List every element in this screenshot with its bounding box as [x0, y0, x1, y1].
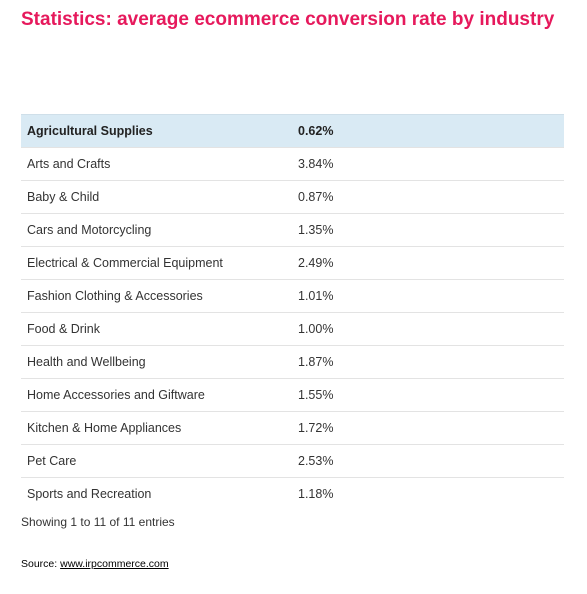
- rate-cell: 1.18%: [298, 487, 334, 502]
- source-line: Source: www.irpcommerce.com: [21, 558, 169, 570]
- industry-cell: Agricultural Supplies: [21, 114, 292, 148]
- industry-cell: Electrical & Commercial Equipment: [21, 246, 292, 280]
- table-row: Arts and Crafts 3.84%: [21, 147, 564, 181]
- rate-cell: 0.87%: [292, 180, 564, 214]
- table-row: Health and Wellbeing 1.87%: [21, 345, 564, 379]
- source-label: Source:: [21, 558, 61, 570]
- rate-cell: 1.00%: [292, 312, 564, 346]
- rate-cell: 1.72%: [292, 411, 564, 445]
- table-row: Baby & Child 0.87%: [21, 180, 564, 214]
- source-link[interactable]: www.irpcommerce.com: [60, 558, 169, 570]
- rate-cell: 1.01%: [292, 279, 564, 313]
- table-row: Agricultural Supplies 0.62%: [21, 114, 564, 148]
- table-row: Fashion Clothing & Accessories 1.01%: [21, 279, 564, 313]
- industry-cell: Cars and Motorcycling: [21, 213, 292, 247]
- page-title: Statistics: average ecommerce conversion…: [21, 9, 555, 30]
- table-row: Kitchen & Home Appliances 1.72%: [21, 411, 564, 445]
- industry-cell: Sports and Recreation: [27, 487, 152, 502]
- rate-cell: 0.62%: [292, 114, 564, 148]
- table-info: Showing 1 to 11 of 11 entries: [21, 515, 175, 529]
- industry-cell: Home Accessories and Giftware: [21, 378, 292, 412]
- table-row: Sports and Recreation 1.18%: [21, 478, 564, 511]
- industry-cell: Fashion Clothing & Accessories: [21, 279, 292, 313]
- rate-cell: 3.84%: [292, 147, 564, 181]
- conversion-rate-table: Agricultural Supplies 0.62% Arts and Cra…: [21, 114, 564, 511]
- table-row: Pet Care 2.53%: [21, 444, 564, 478]
- industry-cell: Food & Drink: [21, 312, 292, 346]
- rate-cell: 1.55%: [292, 378, 564, 412]
- rate-cell: 1.87%: [292, 345, 564, 379]
- rate-cell: 2.53%: [292, 444, 564, 478]
- table-row: Cars and Motorcycling 1.35%: [21, 213, 564, 247]
- rate-cell: 1.35%: [292, 213, 564, 247]
- industry-cell: Pet Care: [21, 444, 292, 478]
- table-row: Home Accessories and Giftware 1.55%: [21, 378, 564, 412]
- industry-cell: Kitchen & Home Appliances: [21, 411, 292, 445]
- table-row: Electrical & Commercial Equipment 2.49%: [21, 246, 564, 280]
- industry-cell: Arts and Crafts: [21, 147, 292, 181]
- industry-cell: Health and Wellbeing: [21, 345, 292, 379]
- table-body: Agricultural Supplies 0.62% Arts and Cra…: [21, 114, 564, 511]
- table-row: Food & Drink 1.00%: [21, 312, 564, 346]
- rate-cell: 2.49%: [292, 246, 564, 280]
- industry-cell: Baby & Child: [21, 180, 292, 214]
